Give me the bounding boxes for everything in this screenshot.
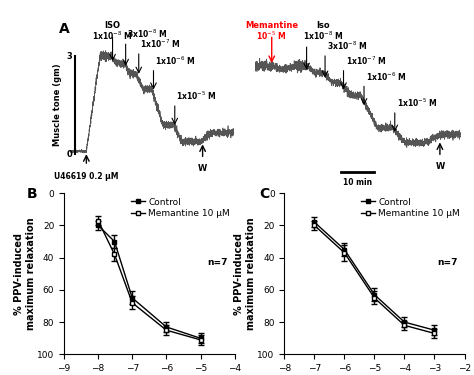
Text: 1x10$^{-7}$ M: 1x10$^{-7}$ M [140,38,181,50]
Text: n=7: n=7 [437,258,457,267]
Text: 1x10$^{-6}$ M: 1x10$^{-6}$ M [155,54,196,67]
Text: ISO: ISO [105,21,120,30]
Text: A: A [58,22,69,36]
Text: C: C [259,187,269,201]
Legend: Control, Memantine 10 μM: Control, Memantine 10 μM [131,198,230,218]
Text: U46619 0.2 μM: U46619 0.2 μM [54,172,118,181]
Text: n=7: n=7 [207,258,228,267]
Y-axis label: % PPV-induced
maximum relaxation: % PPV-induced maximum relaxation [14,217,36,330]
Text: W: W [435,162,445,171]
Text: 3x10$^{-8}$ M: 3x10$^{-8}$ M [128,28,168,40]
Y-axis label: % PPV-induced
maximum relaxation: % PPV-induced maximum relaxation [235,217,256,330]
Text: Muscle tone (gm): Muscle tone (gm) [53,64,62,147]
Text: 3: 3 [67,52,73,61]
Text: 3x10$^{-8}$ M: 3x10$^{-8}$ M [327,40,368,52]
Text: 1x10$^{-5}$ M: 1x10$^{-5}$ M [176,90,217,102]
Text: B: B [27,187,37,201]
Text: 1x10$^{-8}$ M: 1x10$^{-8}$ M [92,30,133,42]
Text: 1x10$^{-7}$ M: 1x10$^{-7}$ M [346,54,386,67]
Text: 1x10$^{-8}$ M: 1x10$^{-8}$ M [302,30,343,42]
Text: 10 min: 10 min [343,178,373,187]
Text: 1x10$^{-6}$ M: 1x10$^{-6}$ M [366,70,407,82]
Text: 0: 0 [67,150,73,159]
Text: 10$^{-5}$ M: 10$^{-5}$ M [256,30,287,42]
Text: Memantine: Memantine [245,21,298,30]
Text: Iso: Iso [316,21,330,30]
Text: W: W [198,164,207,173]
Legend: Control, Memantine 10 μM: Control, Memantine 10 μM [361,198,460,218]
Text: 1x10$^{-5}$ M: 1x10$^{-5}$ M [397,97,438,109]
